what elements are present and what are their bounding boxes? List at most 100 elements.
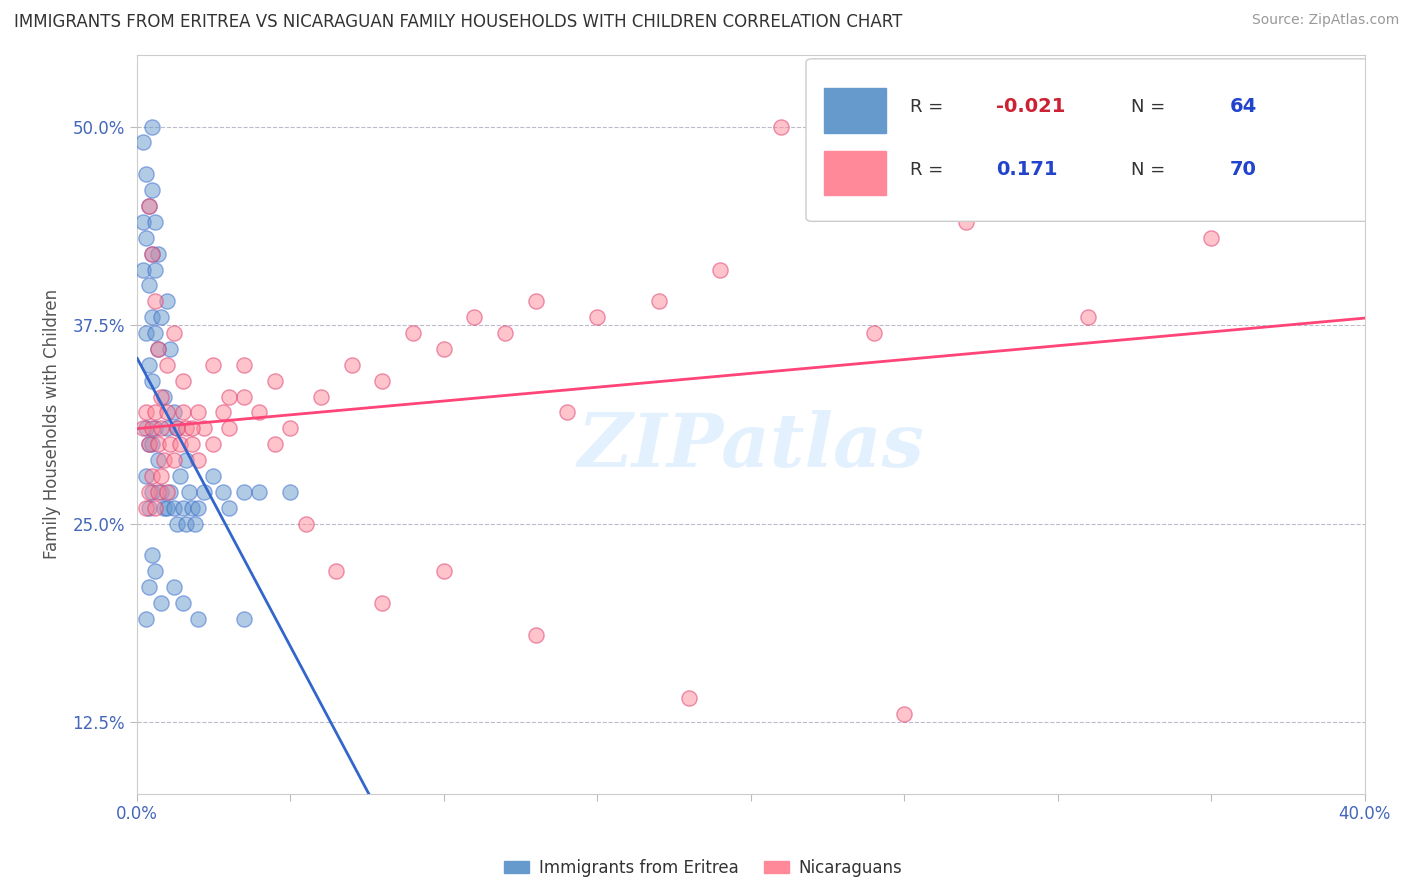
Point: [150, 310, 173, 325]
Point: [166, 421, 188, 435]
Point: [193, 484, 215, 499]
Point: [709, 262, 731, 277]
Point: [555, 405, 578, 419]
Point: [433, 564, 456, 578]
Point: [138, 199, 160, 213]
Point: [263, 374, 285, 388]
Point: [141, 246, 163, 260]
Point: [141, 469, 163, 483]
Point: [146, 342, 169, 356]
FancyBboxPatch shape: [806, 59, 1384, 221]
Point: [218, 390, 240, 404]
Point: [647, 294, 669, 309]
Point: [263, 437, 285, 451]
Point: [187, 453, 209, 467]
Text: 0.171: 0.171: [997, 160, 1057, 179]
Point: [159, 342, 181, 356]
Point: [159, 437, 181, 451]
Y-axis label: Family Households with Children: Family Households with Children: [44, 289, 60, 559]
Point: [141, 246, 163, 260]
Text: ZIPatlas: ZIPatlas: [578, 410, 924, 483]
Point: [862, 326, 884, 340]
Point: [770, 120, 793, 134]
Text: R =: R =: [911, 98, 949, 116]
Point: [211, 484, 233, 499]
Point: [138, 278, 160, 293]
Point: [218, 500, 240, 515]
Point: [153, 453, 176, 467]
Point: [141, 183, 163, 197]
Point: [150, 421, 173, 435]
Point: [893, 707, 915, 722]
Point: [153, 390, 176, 404]
Point: [162, 326, 184, 340]
Point: [187, 612, 209, 626]
Point: [172, 405, 194, 419]
Point: [143, 294, 166, 309]
Point: [138, 199, 160, 213]
Point: [309, 390, 332, 404]
Text: 70: 70: [1230, 160, 1257, 179]
Point: [172, 500, 194, 515]
Point: [150, 484, 173, 499]
Point: [141, 549, 163, 563]
Point: [169, 469, 191, 483]
Text: N =: N =: [1132, 98, 1171, 116]
Point: [138, 580, 160, 594]
Point: [143, 262, 166, 277]
Point: [138, 437, 160, 451]
Point: [1077, 310, 1099, 325]
Text: R =: R =: [911, 161, 955, 178]
Point: [135, 612, 157, 626]
Point: [162, 453, 184, 467]
Point: [211, 405, 233, 419]
Point: [433, 342, 456, 356]
Point: [233, 390, 256, 404]
Point: [463, 310, 485, 325]
Point: [1201, 231, 1223, 245]
Point: [156, 500, 179, 515]
Point: [202, 469, 225, 483]
Point: [172, 596, 194, 610]
Point: [187, 405, 209, 419]
Point: [181, 500, 204, 515]
Point: [202, 358, 225, 372]
Point: [181, 437, 204, 451]
Point: [233, 358, 256, 372]
Point: [187, 500, 209, 515]
Point: [138, 500, 160, 515]
Point: [159, 484, 181, 499]
Point: [146, 342, 169, 356]
Point: [141, 310, 163, 325]
FancyBboxPatch shape: [824, 151, 886, 195]
Point: [138, 358, 160, 372]
Point: [135, 500, 157, 515]
Point: [135, 469, 157, 483]
Point: [218, 421, 240, 435]
Point: [135, 421, 157, 435]
Text: IMMIGRANTS FROM ERITREA VS NICARAGUAN FAMILY HOUSEHOLDS WITH CHILDREN CORRELATIO: IMMIGRANTS FROM ERITREA VS NICARAGUAN FA…: [14, 13, 903, 31]
Point: [181, 421, 204, 435]
Point: [955, 215, 977, 229]
Point: [162, 500, 184, 515]
Legend: Immigrants from Eritrea, Nicaraguans: Immigrants from Eritrea, Nicaraguans: [498, 853, 908, 884]
Point: [524, 628, 547, 642]
Point: [233, 484, 256, 499]
Point: [141, 421, 163, 435]
FancyBboxPatch shape: [824, 88, 886, 133]
Point: [174, 421, 197, 435]
Point: [135, 405, 157, 419]
Point: [166, 516, 188, 531]
Point: [402, 326, 425, 340]
Point: [162, 405, 184, 419]
Point: [132, 421, 155, 435]
Point: [143, 500, 166, 515]
Text: -0.021: -0.021: [997, 97, 1066, 116]
Point: [153, 500, 176, 515]
Point: [340, 358, 363, 372]
Point: [132, 262, 155, 277]
Point: [146, 437, 169, 451]
Point: [249, 405, 271, 419]
Point: [143, 326, 166, 340]
Point: [586, 310, 609, 325]
